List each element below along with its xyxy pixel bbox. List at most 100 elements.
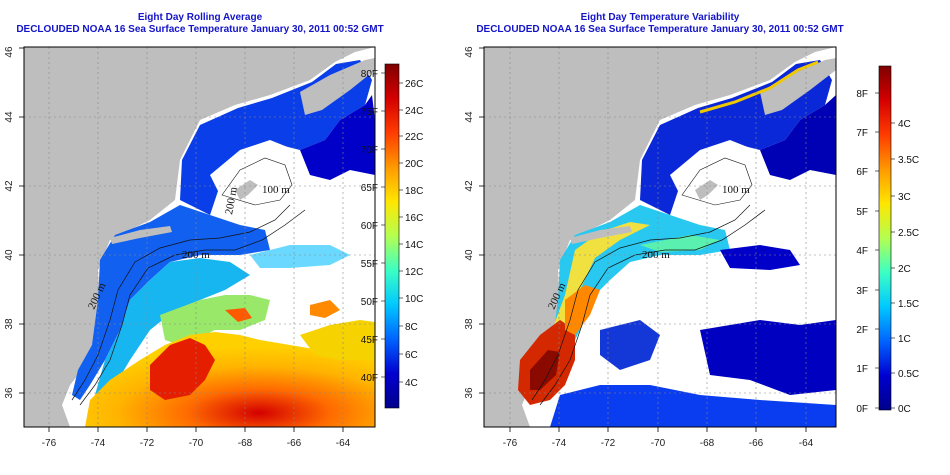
left-cb-f-label: 50F <box>361 297 378 308</box>
left-isobath-200m <box>79 209 306 406</box>
right-long-island <box>570 226 632 244</box>
left-cb-f-label: 60F <box>361 221 378 232</box>
left-lon-tick: -64 <box>336 438 351 449</box>
right-lon-tick: -74 <box>552 438 567 449</box>
left-long-island <box>110 226 172 244</box>
right-cb-c-label: 0C <box>898 404 911 415</box>
left-lat-tick: 36 <box>4 387 15 399</box>
left-cb-c-label: 18C <box>405 186 423 197</box>
left-lat-tick: 44 <box>4 111 15 123</box>
left-cb-c-label: 26C <box>405 79 423 90</box>
left-cb-c-label: 4C <box>405 378 418 389</box>
left-title-line2: DECLOUDED NOAA 16 Sea Surface Temperatur… <box>16 24 383 35</box>
right-lon-tick: -70 <box>651 438 666 449</box>
left-isobath-100m <box>71 204 291 401</box>
left-cb-f-label: 80F <box>361 69 378 80</box>
left-lat-tick: 40 <box>4 249 15 261</box>
right-var-scotian <box>760 95 836 180</box>
right-isobath-label-2: 200 m <box>642 249 670 261</box>
right-cb-c-label: 2.5C <box>898 228 919 239</box>
left-cb-c-label: 16C <box>405 213 423 224</box>
right-cb-c-label: 3.5C <box>898 155 919 166</box>
right-graticule <box>484 47 836 427</box>
left-map-frame <box>23 46 376 428</box>
right-isobath-200m <box>539 209 766 406</box>
left-georges-bank <box>210 140 300 215</box>
left-lon-tick: -70 <box>189 438 204 449</box>
left-cb-c-label: 24C <box>405 106 423 117</box>
right-var-orange <box>565 285 600 335</box>
right-lat-tick: 46 <box>464 46 475 58</box>
left-sst-patch-cool <box>250 245 350 268</box>
right-cb-c-label: 1.5C <box>898 299 919 310</box>
left-lon-tick: -72 <box>140 438 155 449</box>
left-isobath-label-4: 200 m <box>223 186 240 216</box>
right-cb-f-label: 6F <box>856 167 868 178</box>
right-cb-f-label: 2F <box>856 325 868 336</box>
right-cb-f-label: 5F <box>856 207 868 218</box>
left-cb-c-label: 12C <box>405 267 423 278</box>
left-title-line1: Eight Day Rolling Average <box>138 12 263 23</box>
left-map: 100 m 200 m 200 m 200 m <box>24 47 375 427</box>
right-lat-tick: 40 <box>464 249 475 261</box>
right-cb-c-label: 0.5C <box>898 369 919 380</box>
right-cb-f-label: 1F <box>856 364 868 375</box>
left-sst-gs-core <box>150 338 215 400</box>
left-panel: Eight Day Rolling Average DECLOUDED NOAA… <box>4 12 423 449</box>
left-cb-f-label: 70F <box>361 145 378 156</box>
left-cb-c-label: 20C <box>405 159 423 170</box>
right-var-mid-green <box>640 235 720 252</box>
left-sst-offshore-yellow <box>300 320 375 360</box>
left-cb-c-label: 6C <box>405 350 418 361</box>
right-map-frame <box>483 46 837 428</box>
right-cape-cod <box>695 180 718 200</box>
left-cape-cod <box>235 180 258 200</box>
right-lon-tick: -66 <box>749 438 764 449</box>
right-y-axis <box>479 47 484 394</box>
right-nova-scotia <box>760 58 836 115</box>
left-colorbar <box>384 63 400 409</box>
left-lat-tick: 38 <box>4 318 15 330</box>
right-lon-tick: -68 <box>700 438 715 449</box>
right-lon-tick: -64 <box>799 438 814 449</box>
right-cb-f-label: 3F <box>856 286 868 297</box>
right-title-line1: Eight Day Temperature Variability <box>581 12 740 23</box>
left-lon-tick: -68 <box>238 438 253 449</box>
right-lat-tick: 44 <box>464 111 475 123</box>
left-cb-c-label: 10C <box>405 294 423 305</box>
right-title-line2: DECLOUDED NOAA 16 Sea Surface Temperatur… <box>476 24 843 35</box>
right-cb-f-label: 7F <box>856 128 868 139</box>
left-sst-gulfstream <box>85 332 375 427</box>
left-y-axis <box>19 47 24 394</box>
right-colorbar-fticks <box>875 92 879 409</box>
left-isobath-georges <box>221 157 293 206</box>
left-cb-c-label: 22C <box>405 132 423 143</box>
left-x-axis <box>48 427 344 432</box>
right-var-offshore-1 <box>600 320 660 370</box>
left-sst-slope-green <box>160 295 270 345</box>
left-lon-tick: -66 <box>287 438 302 449</box>
right-lon-tick: -72 <box>601 438 616 449</box>
right-x-axis <box>509 427 807 432</box>
left-cb-f-label: 55F <box>361 259 378 270</box>
right-cb-c-label: 4C <box>898 119 911 130</box>
left-lat-tick: 46 <box>4 46 15 58</box>
left-cb-c-label: 14C <box>405 240 423 251</box>
right-panel: Eight Day Temperature Variability DECLOU… <box>464 12 919 449</box>
right-isobath-100m <box>531 204 751 401</box>
right-colorbar <box>878 65 892 411</box>
left-nova-scotia <box>300 58 375 115</box>
left-lon-tick: -74 <box>91 438 106 449</box>
right-cb-f-label: 0F <box>856 404 868 415</box>
right-colorbar-cticks <box>891 122 895 409</box>
left-sst-patch-orange <box>310 300 340 318</box>
left-colorbar-cticks <box>399 82 403 383</box>
right-var-offshore-3 <box>550 385 836 427</box>
left-isobath-label-1: 100 m <box>262 184 290 196</box>
right-cb-f-label: 4F <box>856 246 868 257</box>
left-sst-scotian <box>300 95 375 180</box>
right-map: 100 m 200 m 200 m <box>484 47 836 427</box>
left-colorbar-fticks <box>381 72 385 378</box>
right-cb-c-label: 3C <box>898 192 911 203</box>
